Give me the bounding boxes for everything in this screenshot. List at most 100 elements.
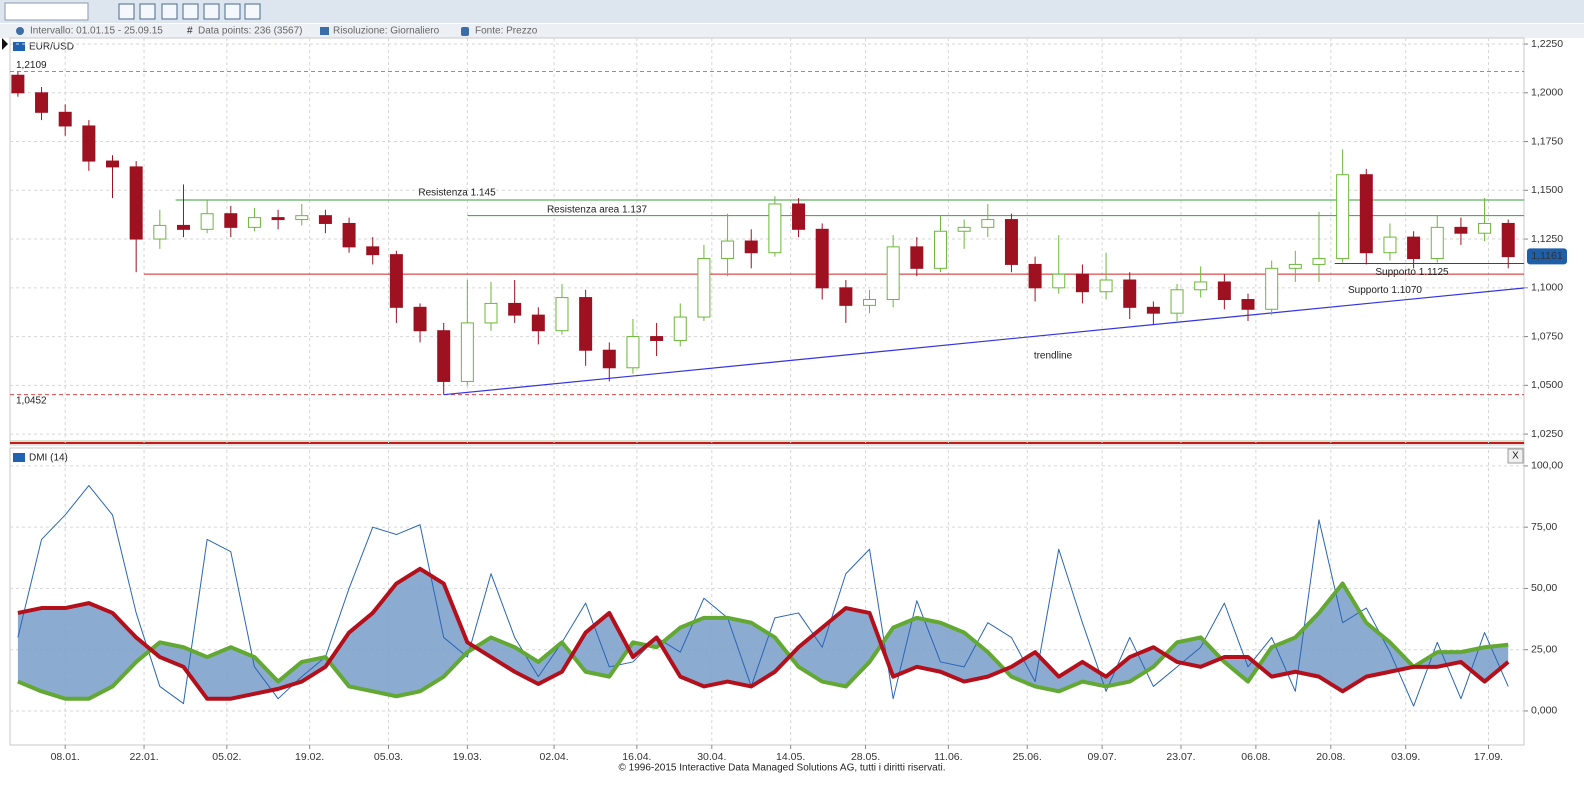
y-tick-label: 1,1500 [1531, 184, 1563, 196]
candle-body [1265, 267, 1279, 310]
price-legend: EUR/USD [29, 42, 74, 53]
candle-body [933, 230, 947, 269]
candle-body [106, 160, 120, 168]
text-button[interactable] [203, 3, 220, 20]
candle-body [1170, 289, 1184, 314]
candle-body [318, 215, 332, 224]
compare-button[interactable] [182, 3, 199, 20]
indicator-button[interactable] [161, 3, 178, 20]
close-panel[interactable] [1507, 448, 1524, 464]
zoom-button[interactable] [118, 3, 135, 20]
candle-body [697, 258, 711, 318]
candle-body [839, 287, 853, 306]
resolution-icon [320, 27, 329, 35]
hash-icon: # [187, 26, 193, 37]
settings-button[interactable] [244, 3, 261, 20]
candle-body [82, 125, 96, 162]
candle-body [129, 166, 143, 240]
candle-body [508, 302, 522, 316]
x-tick-label: 09.07. [1088, 751, 1117, 763]
resolution: Risoluzione: Giornaliero [333, 26, 440, 37]
candle-body [721, 240, 735, 260]
candle-body [744, 240, 758, 254]
candle-body [957, 226, 971, 232]
candle-body [602, 349, 616, 369]
candle-body [1407, 236, 1421, 260]
candle-body [1004, 219, 1018, 265]
source-icon [461, 27, 469, 36]
candle-body [389, 254, 403, 308]
x-tick-label: 08.01. [51, 751, 80, 763]
legend-swatch [13, 453, 25, 462]
y-tick-label: 1,0500 [1531, 379, 1563, 391]
trendline-label: trendline [1034, 351, 1073, 362]
level-label: 1,0452 [16, 395, 47, 406]
candle-body [176, 224, 190, 230]
y-tick-label: 1,1000 [1531, 282, 1563, 294]
data-points: Data points: 236 (3567) [198, 26, 303, 37]
y-tick-label: 1,1250 [1531, 233, 1563, 245]
level-label: 1,2109 [16, 60, 47, 71]
x-tick-label: 23.07. [1166, 751, 1195, 763]
y-tick-label: 100,00 [1531, 460, 1563, 472]
candle-body [1312, 258, 1326, 265]
last-price-box [1527, 248, 1567, 265]
x-tick-label: 20.08. [1316, 751, 1345, 763]
candle-body [366, 246, 380, 256]
candle-body [1075, 273, 1089, 293]
candle-body [768, 203, 782, 254]
x-tick-label: 30.04. [697, 751, 726, 763]
x-tick-label: 19.02. [295, 751, 324, 763]
x-tick-label: 22.01. [129, 751, 158, 763]
y-tick-label: 1,1750 [1531, 135, 1563, 147]
candle-body [1052, 273, 1066, 289]
x-tick-label: 17.09. [1474, 751, 1503, 763]
candle-body [437, 330, 451, 382]
y-tick-label: 50,00 [1531, 582, 1557, 594]
last-price-label: 1,1161 [1531, 250, 1562, 262]
dmi-line [17, 485, 1509, 707]
candle-body [247, 217, 261, 228]
close-label: X [1512, 451, 1519, 462]
y-tick-label: 1,2000 [1531, 87, 1563, 99]
candle-body [1123, 279, 1137, 308]
di-fill [17, 568, 1509, 699]
chart-type-button[interactable] [139, 3, 156, 20]
candle-body [1359, 174, 1373, 254]
level-label: Supporto 1.1125 [1375, 267, 1449, 278]
candle-body [1146, 306, 1160, 314]
info-icon [16, 27, 24, 35]
candle-body [295, 215, 309, 221]
candle-body [1383, 236, 1397, 254]
candle-body [271, 217, 285, 221]
interval: Intervallo: 01.01.15 - 25.09.15 [30, 26, 163, 37]
y-tick-label: 1,0250 [1531, 428, 1563, 440]
candle-body [1099, 279, 1113, 293]
copyright: © 1996-2015 Interactive Data Managed Sol… [619, 763, 946, 774]
save-button[interactable] [224, 3, 241, 20]
candle-body [626, 336, 640, 369]
dmi-legend: DMI (14) [29, 453, 68, 464]
candle-body [910, 246, 924, 269]
candle-body [1430, 226, 1444, 260]
dmi-line [17, 566, 1510, 701]
candle-body [1336, 174, 1350, 260]
search-input[interactable] [4, 2, 89, 21]
candle-body [413, 306, 427, 332]
candle-body [531, 314, 545, 332]
x-tick-label: 19.03. [453, 751, 482, 763]
toolbar [0, 0, 1584, 23]
x-tick-label: 16.04. [622, 751, 651, 763]
candle-body [863, 299, 877, 306]
candle-body [224, 213, 238, 228]
candle-body [981, 219, 995, 228]
y-tick-label: 75,00 [1531, 521, 1557, 533]
candle-body [650, 336, 664, 341]
price-panel [9, 37, 1525, 446]
candle-body [579, 297, 593, 351]
candle-body [1454, 226, 1468, 234]
candle-body [484, 302, 498, 324]
candle-body [460, 322, 474, 382]
